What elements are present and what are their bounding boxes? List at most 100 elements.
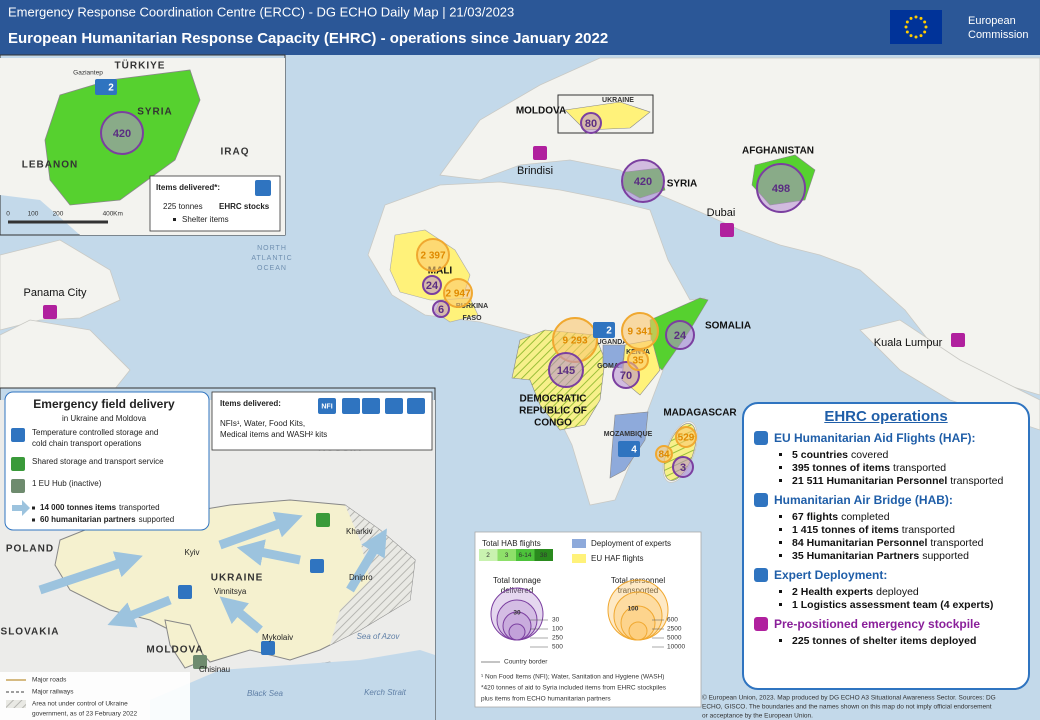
experts-swatch <box>572 539 586 548</box>
city-label: Kuala Lumpur <box>874 337 943 349</box>
country-label: FASO <box>462 315 482 322</box>
hab-class <box>534 549 553 561</box>
stockpile-icon <box>533 146 547 160</box>
item-text: deployed <box>876 586 919 598</box>
star <box>904 25 908 29</box>
occupied-area <box>330 505 415 645</box>
country-label: MOZAMBIQUE <box>604 431 653 438</box>
section-heading-text: Expert Deployment: <box>774 568 888 582</box>
place-label: Vinnitsya <box>214 587 247 596</box>
place-label: Dnipro <box>349 573 373 582</box>
country-label: GOMA <box>597 363 619 370</box>
arrow-item: 14 000 tonnes items transported <box>40 503 160 512</box>
section-heading: EU Humanitarian Aid Flights (HAF): <box>754 431 1018 445</box>
capacity-circle <box>621 312 659 350</box>
ocean-label: ATLANTIC <box>251 255 292 262</box>
arrow-item-text: transported <box>119 503 159 512</box>
capacity-circle <box>665 320 695 350</box>
place-label: Chisinau <box>199 665 230 674</box>
circle-label: 80 <box>585 118 597 130</box>
star <box>919 16 923 20</box>
tonnage-value: 250 <box>552 635 563 642</box>
circle-label: 2 947 <box>445 289 470 300</box>
country-label: UGANDA <box>597 339 628 346</box>
arrow-item-text: supported <box>139 515 175 524</box>
circle-label: 529 <box>678 433 695 444</box>
circle-label: 498 <box>772 183 790 195</box>
sea <box>150 650 435 720</box>
nfi-icon-label: NFI <box>321 403 332 410</box>
section-list: 225 tonnes of shelter items deployed <box>754 635 1018 647</box>
scale-label: 400 <box>103 211 114 218</box>
ocean-label: OCEAN <box>257 265 287 272</box>
legend-text: cold chain transport operations <box>32 439 141 448</box>
item-bold: 2 Health experts <box>792 586 874 598</box>
item-bold: 21 511 Humanitarian Personnel <box>792 475 948 487</box>
capacity-circle <box>548 352 584 388</box>
item-bold: 35 Humanitarian Partners <box>792 550 920 562</box>
circle-label: 70 <box>620 370 632 382</box>
section-icon <box>754 617 768 631</box>
star <box>905 30 909 34</box>
item-text: transported <box>950 475 1004 487</box>
section-heading-text: Pre-positioned emergency stockpile <box>774 617 981 631</box>
tonnage-circle <box>508 623 526 641</box>
items-title: Items delivered: <box>220 399 281 408</box>
item-text: supported <box>922 550 969 562</box>
map-legend-text: Major roads <box>32 677 67 684</box>
personnel-circle-label: 100 <box>628 606 639 613</box>
logo-line: European <box>968 15 1016 27</box>
item-icon <box>407 398 425 414</box>
capacity-circle <box>100 111 144 155</box>
capacity-circle <box>621 159 665 203</box>
section-list: 5 countriescovered395 tonnes of itemstra… <box>754 449 1018 487</box>
footnote: plus items from ECHO humanitarian partne… <box>481 696 611 703</box>
capacity-circle <box>627 349 649 371</box>
section-heading-text: Humanitarian Air Bridge (HAB): <box>774 493 953 507</box>
legend-icon <box>11 457 25 471</box>
personnel-title: Total personnel <box>611 576 665 585</box>
operations-panel: EHRC operations EU Humanitarian Aid Fligh… <box>742 402 1030 690</box>
section-list: 67 flightscompleted1 415 tonnes of items… <box>754 511 1018 562</box>
place-label: Kerch Strait <box>364 688 407 697</box>
star <box>914 15 918 19</box>
badge-label: 2 <box>606 326 612 337</box>
map-legend-text: government, as of 23 February 2022 <box>32 711 138 718</box>
section-list: 2 Health expertsdeployed1 Logistics asse… <box>754 586 1018 611</box>
hab-badge <box>593 322 615 338</box>
section-item: 1 Logistics assessment team (4 experts) <box>792 599 1018 611</box>
country-label: UKRAINE <box>602 97 634 104</box>
item-bold: 5 countries <box>792 449 849 461</box>
scale-label: Km <box>113 211 123 218</box>
star <box>909 34 913 38</box>
copyright: or acceptance by the European Union. <box>702 713 813 720</box>
scale-label: 100 <box>28 211 39 218</box>
tonnage-value: 100 <box>552 626 563 633</box>
section-icon <box>754 493 768 507</box>
arrow-item: 60 humanitarian partners supported <box>40 515 174 524</box>
section-icon <box>754 568 768 582</box>
header-bar <box>0 0 1040 55</box>
star <box>909 16 913 20</box>
legend-text: 1 EU Hub (inactive) <box>32 479 102 488</box>
header-title: European Humanitarian Response Capacity … <box>8 30 608 47</box>
arrow-icon <box>12 500 30 516</box>
country-label: MADAGASCAR <box>663 408 737 419</box>
country-label: AFGHANISTAN <box>742 146 814 157</box>
country-label: BURKINA <box>456 303 488 310</box>
legend-icon <box>11 479 25 493</box>
flow-arrow <box>107 595 172 628</box>
circle-label: 420 <box>113 128 131 140</box>
eu-stars <box>904 15 928 39</box>
stockpile-icon <box>43 305 57 319</box>
circle-label: 3 <box>680 462 686 474</box>
inset-items-title: Items delivered*: <box>156 183 220 192</box>
bullet <box>32 506 35 510</box>
facility-icon <box>261 641 275 655</box>
map-legend-text: Area not under control of Ukraine <box>32 701 128 708</box>
star <box>905 20 909 24</box>
